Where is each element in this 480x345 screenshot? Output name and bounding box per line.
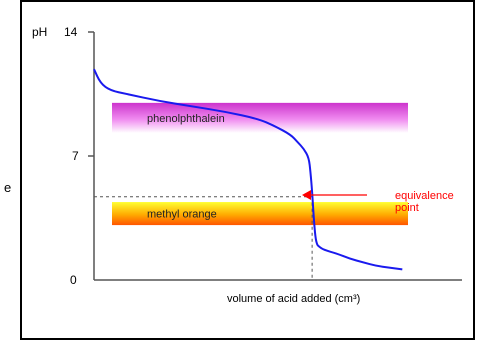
equivalence-arrow-head — [302, 190, 311, 200]
y-tick-label-14: 14 — [64, 25, 78, 39]
indicator-label-methyl-orange: methyl orange — [147, 209, 217, 221]
titration-curve-0 — [93, 68, 403, 271]
y-tick-label-7: 7 — [72, 149, 79, 163]
equivalence-label-line1: equivalence — [395, 190, 454, 202]
indicator-band-methyl-orange — [112, 202, 408, 226]
indicator-band-phenolphthalein — [112, 102, 408, 133]
y-axis-label: pH — [32, 25, 47, 39]
indicator-label-phenolphthalein: phenolphthalein — [147, 113, 225, 125]
titration-chart: phenolphthalein methyl orange pH 14 7 0 v… — [32, 25, 462, 305]
y-tick-label-0: 0 — [70, 273, 77, 287]
x-axis-label: volume of acid added (cm³) — [227, 293, 360, 305]
clipped-left-text: e — [4, 180, 12, 195]
chart-frame: phenolphthalein methyl orange pH 14 7 0 v… — [20, 0, 475, 340]
equivalence-label-line2: point — [395, 202, 419, 214]
